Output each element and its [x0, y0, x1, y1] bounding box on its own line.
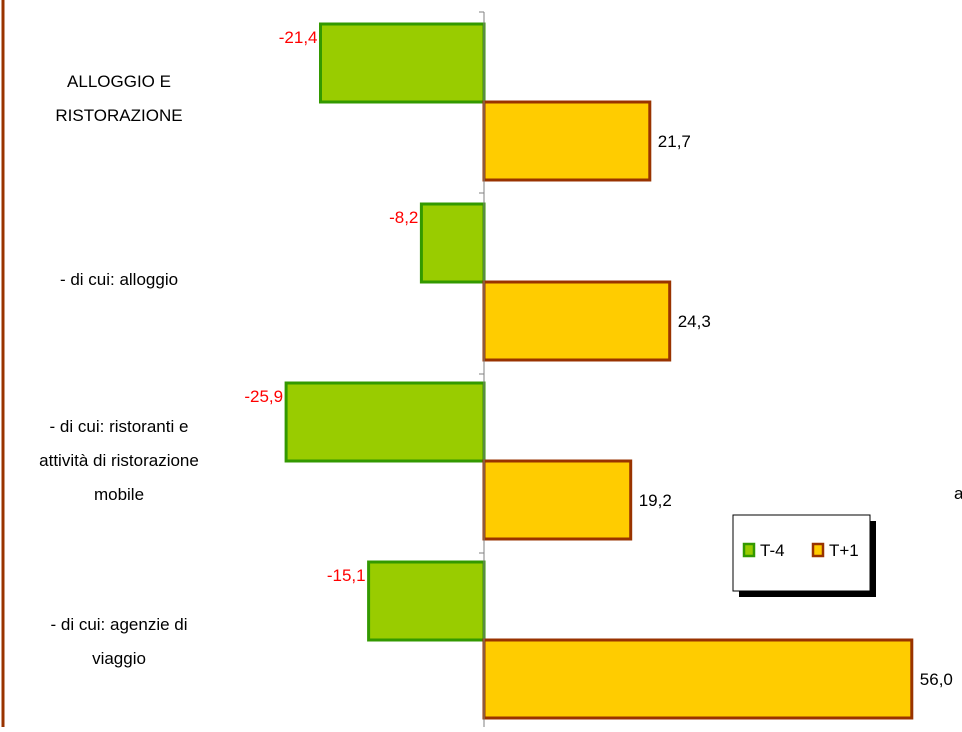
value-label-t-4-1: -8,2 [389, 208, 418, 227]
value-label-t-4-3: -15,1 [327, 566, 366, 585]
value-label-t-4-2: -25,9 [244, 387, 283, 406]
bars-group [284, 22, 914, 720]
category-label-0-line-0: ALLOGGIO E [67, 72, 171, 91]
legend-box [732, 514, 871, 592]
value-label-t-plus-1-1: 24,3 [678, 312, 711, 331]
category-label-3-line-1: viaggio [92, 649, 146, 668]
category-label-2-line-1: attività di ristorazione [39, 451, 199, 470]
category-label-1-line-0: - di cui: alloggio [60, 270, 178, 289]
cut-off-text: a [954, 484, 962, 503]
value-label-t-plus-1-0: 21,7 [658, 132, 691, 151]
bar-t-plus-1-1 [482, 280, 672, 362]
bar-t-4-2 [284, 381, 486, 463]
legend-label-t-4: T-4 [760, 541, 785, 560]
bar-t-4-3 [367, 560, 486, 642]
axis-ticks [479, 11, 484, 554]
legend: T-4 T+1 [732, 514, 876, 597]
category-label-2-line-0: - di cui: ristoranti e [50, 417, 189, 436]
legend-swatch-t-plus-1 [811, 542, 825, 558]
value-label-t-plus-1-3: 56,0 [920, 670, 953, 689]
bar-t-plus-1-3 [482, 638, 914, 720]
value-labels: -21,4 -8,2 -25,9 -15,1 21,7 24,3 19,2 56,0 [244, 28, 953, 689]
value-label-t-plus-1-2: 19,2 [639, 491, 672, 510]
bar-t-plus-1-0 [482, 100, 652, 182]
legend-swatch-t-4 [742, 542, 756, 558]
category-label-2-line-2: mobile [94, 485, 144, 504]
legend-label-t-plus-1: T+1 [829, 541, 859, 560]
category-label-3-line-0: - di cui: agenzie di [50, 615, 187, 634]
bar-t-4-0 [319, 22, 486, 104]
category-labels: ALLOGGIO E RISTORAZIONE - di cui: alloggio… [39, 72, 199, 668]
category-label-0-line-1: RISTORAZIONE [55, 106, 182, 125]
bar-t-plus-1-2 [482, 459, 633, 541]
bar-t-4-1 [419, 202, 486, 284]
value-label-t-4-0: -21,4 [279, 28, 318, 47]
